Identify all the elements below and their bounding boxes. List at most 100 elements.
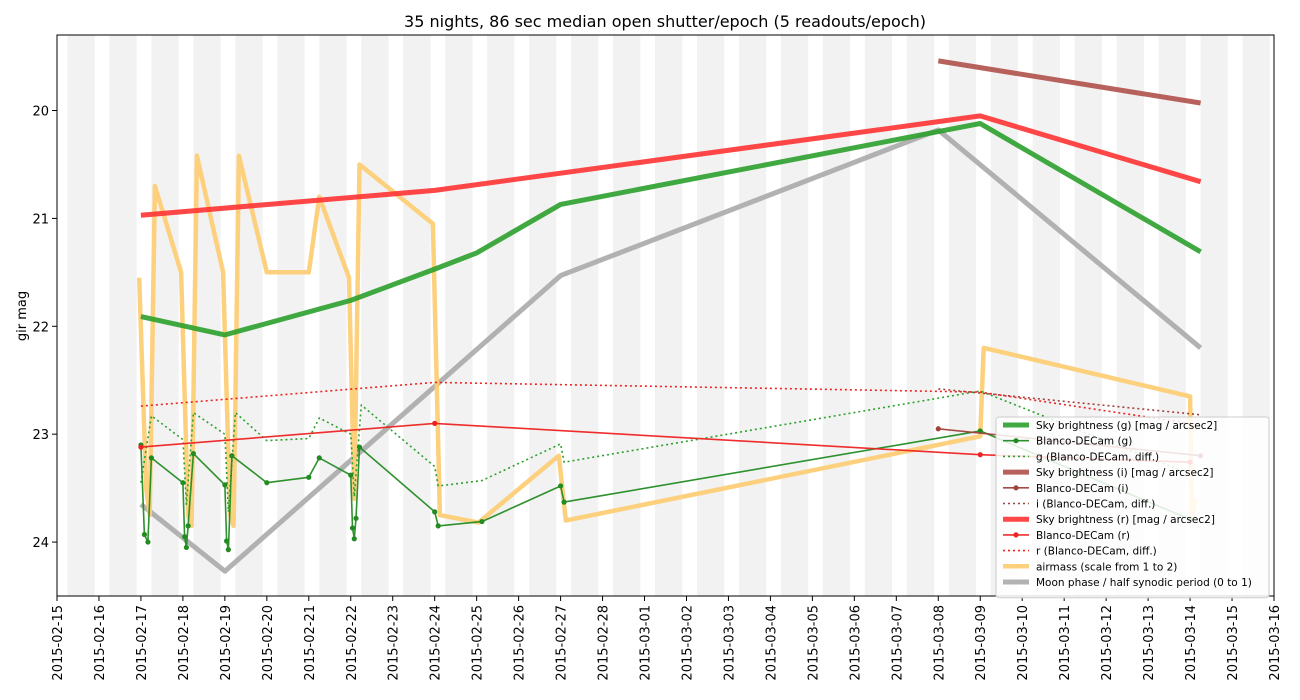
data-point bbox=[229, 453, 235, 459]
x-tick-label: 2015-03-16 bbox=[1268, 605, 1283, 681]
legend-label: Blanco-DECam (i) bbox=[1036, 483, 1129, 495]
data-point bbox=[479, 518, 485, 525]
night-band bbox=[529, 35, 557, 596]
y-tick-label: 21 bbox=[32, 212, 49, 227]
x-tick-label: 2015-03-03 bbox=[722, 605, 737, 681]
x-tick-label: 2015-02-26 bbox=[513, 605, 528, 681]
x-tick-label: 2015-03-12 bbox=[1100, 605, 1115, 681]
night-band bbox=[67, 35, 95, 596]
data-point bbox=[180, 480, 186, 486]
x-tick-label: 2015-02-25 bbox=[471, 605, 486, 681]
series-line-0 bbox=[140, 121, 1202, 338]
legend-label: Blanco-DECam (g) bbox=[1036, 436, 1132, 448]
night-band bbox=[193, 35, 221, 596]
legend-marker bbox=[1013, 485, 1019, 491]
x-axis: 2015-02-15 2015-02-16 2015-02-17 2015-02-18… bbox=[51, 596, 1283, 681]
x-tick-label: 2015-03-15 bbox=[1226, 605, 1241, 681]
data-point bbox=[182, 534, 188, 540]
series-line-10 bbox=[139, 127, 1203, 574]
data-point bbox=[432, 509, 438, 515]
data-point bbox=[348, 472, 354, 478]
data-point bbox=[224, 538, 230, 544]
night-band bbox=[696, 35, 725, 596]
legend-label: Sky brightness (i) [mag / arcsec2] bbox=[1036, 467, 1214, 479]
legend-label: i (Blanco-DECam, diff.) bbox=[1036, 499, 1155, 511]
x-tick-label: 2015-02-21 bbox=[303, 605, 318, 681]
night-band bbox=[822, 35, 851, 596]
series-line-3 bbox=[937, 58, 1201, 106]
data-point bbox=[264, 480, 270, 486]
night-band bbox=[445, 35, 473, 596]
night-band bbox=[864, 35, 893, 596]
x-tick-label: 2015-03-04 bbox=[764, 605, 779, 681]
x-tick-label: 2015-02-17 bbox=[135, 605, 150, 681]
x-tick-label: 2015-02-24 bbox=[429, 605, 444, 681]
data-point bbox=[435, 523, 441, 529]
data-point bbox=[306, 474, 312, 480]
series-line-6 bbox=[140, 113, 1202, 218]
data-point bbox=[353, 515, 359, 521]
legend-label: Sky brightness (r) [mag / arcsec2] bbox=[1036, 514, 1215, 526]
x-tick-label: 2015-03-11 bbox=[1058, 605, 1073, 681]
x-tick-label: 2015-03-10 bbox=[1016, 605, 1031, 681]
legend-label: Sky brightness (g) [mag / arcsec2] bbox=[1036, 420, 1217, 432]
x-tick-label: 2015-02-28 bbox=[597, 605, 612, 681]
x-tick-label: 2015-03-13 bbox=[1142, 605, 1157, 681]
x-tick-label: 2015-03-05 bbox=[806, 605, 821, 681]
night-band bbox=[235, 35, 263, 596]
data-point bbox=[349, 525, 356, 531]
data-point bbox=[225, 547, 231, 553]
data-point bbox=[316, 455, 322, 461]
night-bands bbox=[67, 35, 1270, 596]
series-line-8 bbox=[140, 381, 1191, 425]
x-tick-label: 2015-03-08 bbox=[932, 605, 947, 681]
series-line-2 bbox=[140, 390, 1191, 513]
y-tick-label: 23 bbox=[32, 428, 49, 443]
data-point bbox=[138, 444, 144, 450]
legend-label: r (Blanco-DECam, diff.) bbox=[1036, 546, 1157, 558]
data-point bbox=[977, 452, 983, 458]
y-tick-label: 24 bbox=[32, 536, 49, 551]
night-band bbox=[571, 35, 599, 596]
x-tick-label: 2015-02-20 bbox=[261, 605, 276, 681]
plot-frame bbox=[56, 34, 1275, 597]
x-tick-label: 2015-02-23 bbox=[387, 605, 402, 681]
data-point bbox=[561, 499, 567, 505]
night-band bbox=[780, 35, 809, 596]
x-tick-label: 2015-03-07 bbox=[890, 605, 905, 681]
y-tick-label: 20 bbox=[32, 105, 49, 120]
night-band bbox=[613, 35, 641, 596]
night-band bbox=[109, 35, 137, 596]
data-point bbox=[356, 444, 363, 450]
x-tick-label: 2015-02-27 bbox=[555, 605, 570, 681]
legend-marker bbox=[1013, 438, 1019, 444]
series-line-1 bbox=[140, 430, 1191, 551]
data-point bbox=[183, 544, 189, 551]
x-tick-label: 2015-03-02 bbox=[680, 605, 695, 681]
legend-label: airmass (scale from 1 to 2) bbox=[1036, 561, 1177, 573]
data-point bbox=[141, 531, 148, 538]
y-axis: 20 21 22 23 24 bbox=[32, 105, 57, 551]
chart-series bbox=[136, 58, 1204, 574]
y-tick-label: 22 bbox=[32, 320, 49, 335]
night-band bbox=[738, 35, 767, 596]
legend-label: Moon phase / half synodic period (0 to 1… bbox=[1036, 577, 1252, 589]
data-point bbox=[432, 420, 438, 426]
x-tick-label: 2015-02-18 bbox=[177, 605, 192, 681]
legend-label: g (Blanco-DECam, diff.) bbox=[1036, 451, 1159, 463]
data-point bbox=[222, 482, 228, 488]
night-band bbox=[655, 35, 683, 596]
legend-marker bbox=[1013, 532, 1019, 538]
night-band bbox=[906, 35, 935, 596]
legend: Sky brightness (g) [mag / arcsec2] Blanco… bbox=[995, 416, 1270, 599]
data-point bbox=[145, 539, 151, 545]
series-line-9 bbox=[136, 153, 1198, 529]
x-tick-label: 2015-03-01 bbox=[639, 605, 654, 681]
data-point bbox=[557, 483, 564, 489]
x-tick-label: 2015-02-16 bbox=[93, 605, 108, 681]
x-tick-label: 2015-03-09 bbox=[974, 605, 989, 681]
data-point bbox=[351, 536, 357, 542]
night-band bbox=[403, 35, 431, 596]
data-point bbox=[935, 426, 941, 432]
data-point bbox=[148, 455, 155, 461]
